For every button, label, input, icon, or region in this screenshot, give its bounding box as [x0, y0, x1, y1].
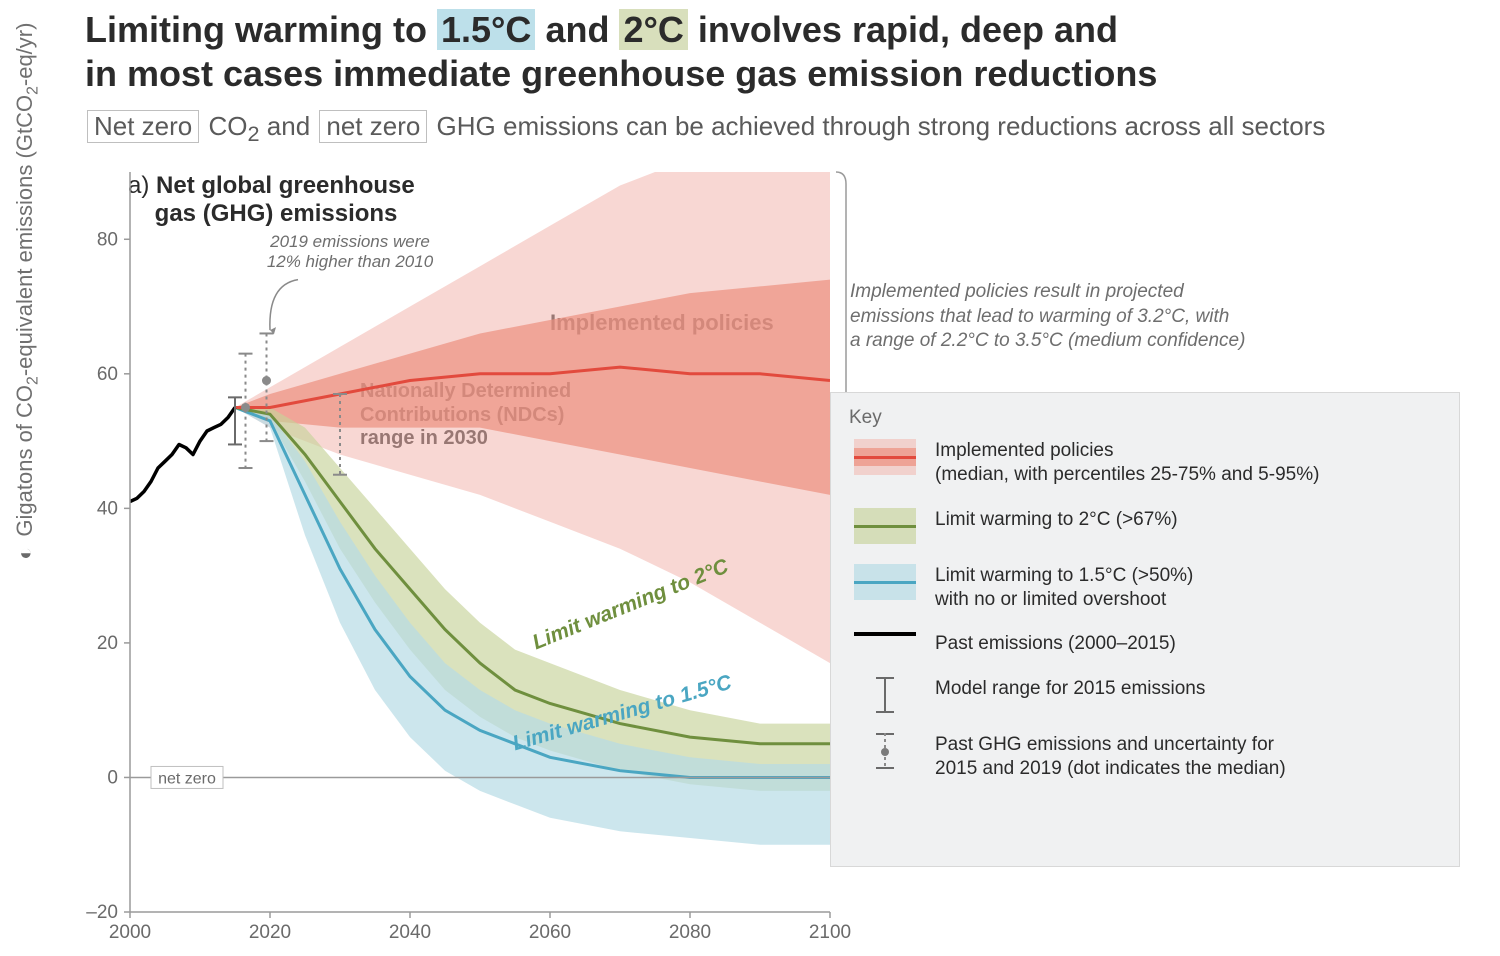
- title-highlight-15c: 1.5°C: [437, 9, 535, 50]
- subtitle-mid1: CO: [201, 111, 247, 141]
- svg-text:Limit warming to 2°C: Limit warming to 2°C: [529, 554, 732, 654]
- svg-text:80: 80: [97, 229, 118, 250]
- title-mid: and: [535, 9, 619, 50]
- subtitle-box-netzero-1: Net zero: [87, 110, 199, 143]
- legend-row-past: Past emissions (2000–2015): [849, 632, 1441, 656]
- svg-text:2080: 2080: [669, 922, 711, 940]
- title-suffix1: involves rapid, deep and: [688, 9, 1118, 50]
- legend: Key Implemented policies (median, with p…: [830, 392, 1460, 867]
- subtitle-mid2: and: [260, 111, 318, 141]
- svg-text:60: 60: [97, 364, 118, 385]
- swatch-limit15: [849, 564, 921, 600]
- svg-text:20: 20: [97, 633, 118, 654]
- svg-text:0: 0: [107, 767, 118, 788]
- swatch-model-range: [849, 677, 921, 713]
- y-axis-label: ◐ Gigatons of CO2-equivalent emissions (…: [12, 23, 42, 560]
- svg-text:2020: 2020: [249, 922, 291, 940]
- page-title: Limiting warming to 1.5°C and 2°C involv…: [85, 8, 1385, 96]
- svg-text:2000: 2000: [109, 922, 151, 940]
- svg-text:2060: 2060: [529, 922, 571, 940]
- title-line2: in most cases immediate greenhouse gas e…: [85, 53, 1157, 94]
- swatch-past-uncertainty: [849, 733, 921, 769]
- svg-text:40: 40: [97, 498, 118, 519]
- svg-text:–20: –20: [86, 902, 118, 923]
- svg-text:2040: 2040: [389, 922, 431, 940]
- svg-text:net zero: net zero: [158, 770, 216, 787]
- legend-row-limit2: Limit warming to 2°C (>67%): [849, 508, 1441, 544]
- swatch-past: [849, 632, 921, 636]
- legend-row-model-range: Model range for 2015 emissions: [849, 677, 1441, 713]
- subtitle-sub-co2: 2: [248, 121, 260, 146]
- page-root: Limiting warming to 1.5°C and 2°C involv…: [0, 0, 1500, 956]
- title-prefix: Limiting warming to: [85, 9, 437, 50]
- swatch-limit2: [849, 508, 921, 544]
- legend-title: Key: [849, 407, 1441, 429]
- legend-row-limit15: Limit warming to 1.5°C (>50%) with no or…: [849, 564, 1441, 613]
- legend-row-past-uncertainty: Past GHG emissions and uncertainty for 2…: [849, 733, 1441, 782]
- title-highlight-2c: 2°C: [619, 9, 687, 50]
- swatch-implemented: [849, 439, 921, 475]
- page-subtitle: Net zero CO2 and net zero GHG emissions …: [85, 110, 1465, 147]
- subtitle-suffix: GHG emissions can be achieved through st…: [429, 111, 1325, 141]
- globe-icon: ◐: [12, 547, 37, 560]
- subtitle-box-netzero-2: net zero: [319, 110, 427, 143]
- legend-row-implemented: Implemented policies (median, with perce…: [849, 439, 1441, 488]
- svg-text:2100: 2100: [809, 922, 851, 940]
